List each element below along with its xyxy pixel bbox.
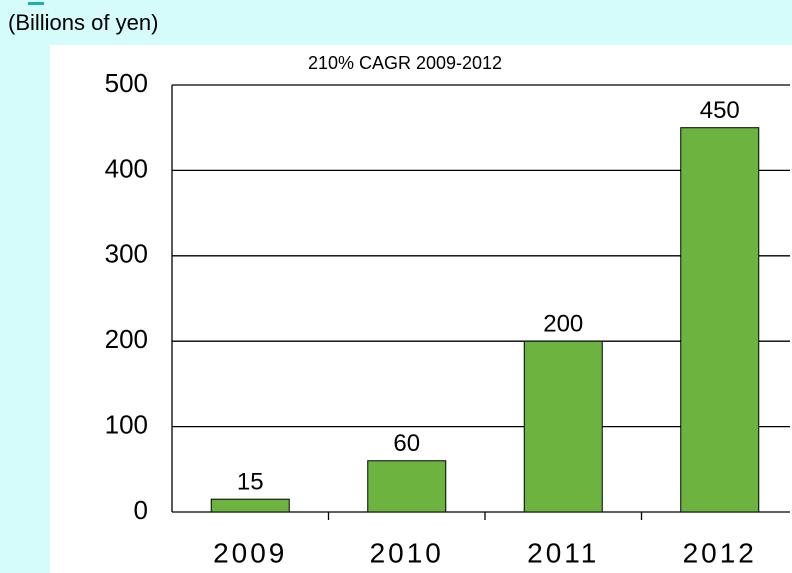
y-tick-label: 400 [105,153,148,183]
bar [210,498,290,513]
y-tick-label: 300 [105,239,148,269]
data-label: 450 [700,97,740,124]
x-tick-label: 2011 [527,537,599,568]
y-tick-label: 500 [105,68,148,98]
axis-unit: (Billions of yen) [8,10,158,35]
y-tick-label: 200 [105,324,148,354]
chart-title: 210% CAGR 2009-2012 [308,53,502,73]
y-tick-label: 100 [105,409,148,439]
x-tick-label: 2010 [370,537,444,568]
bar [523,340,603,513]
x-tick-label: 2009 [213,537,287,568]
y-tick-label: 0 [134,495,148,525]
x-tick-label: 2012 [683,537,757,568]
data-label: 15 [237,469,264,496]
bar [367,460,447,513]
data-label: 60 [393,430,420,457]
decor [28,2,44,5]
bar [680,127,760,513]
data-label: 200 [543,311,583,338]
